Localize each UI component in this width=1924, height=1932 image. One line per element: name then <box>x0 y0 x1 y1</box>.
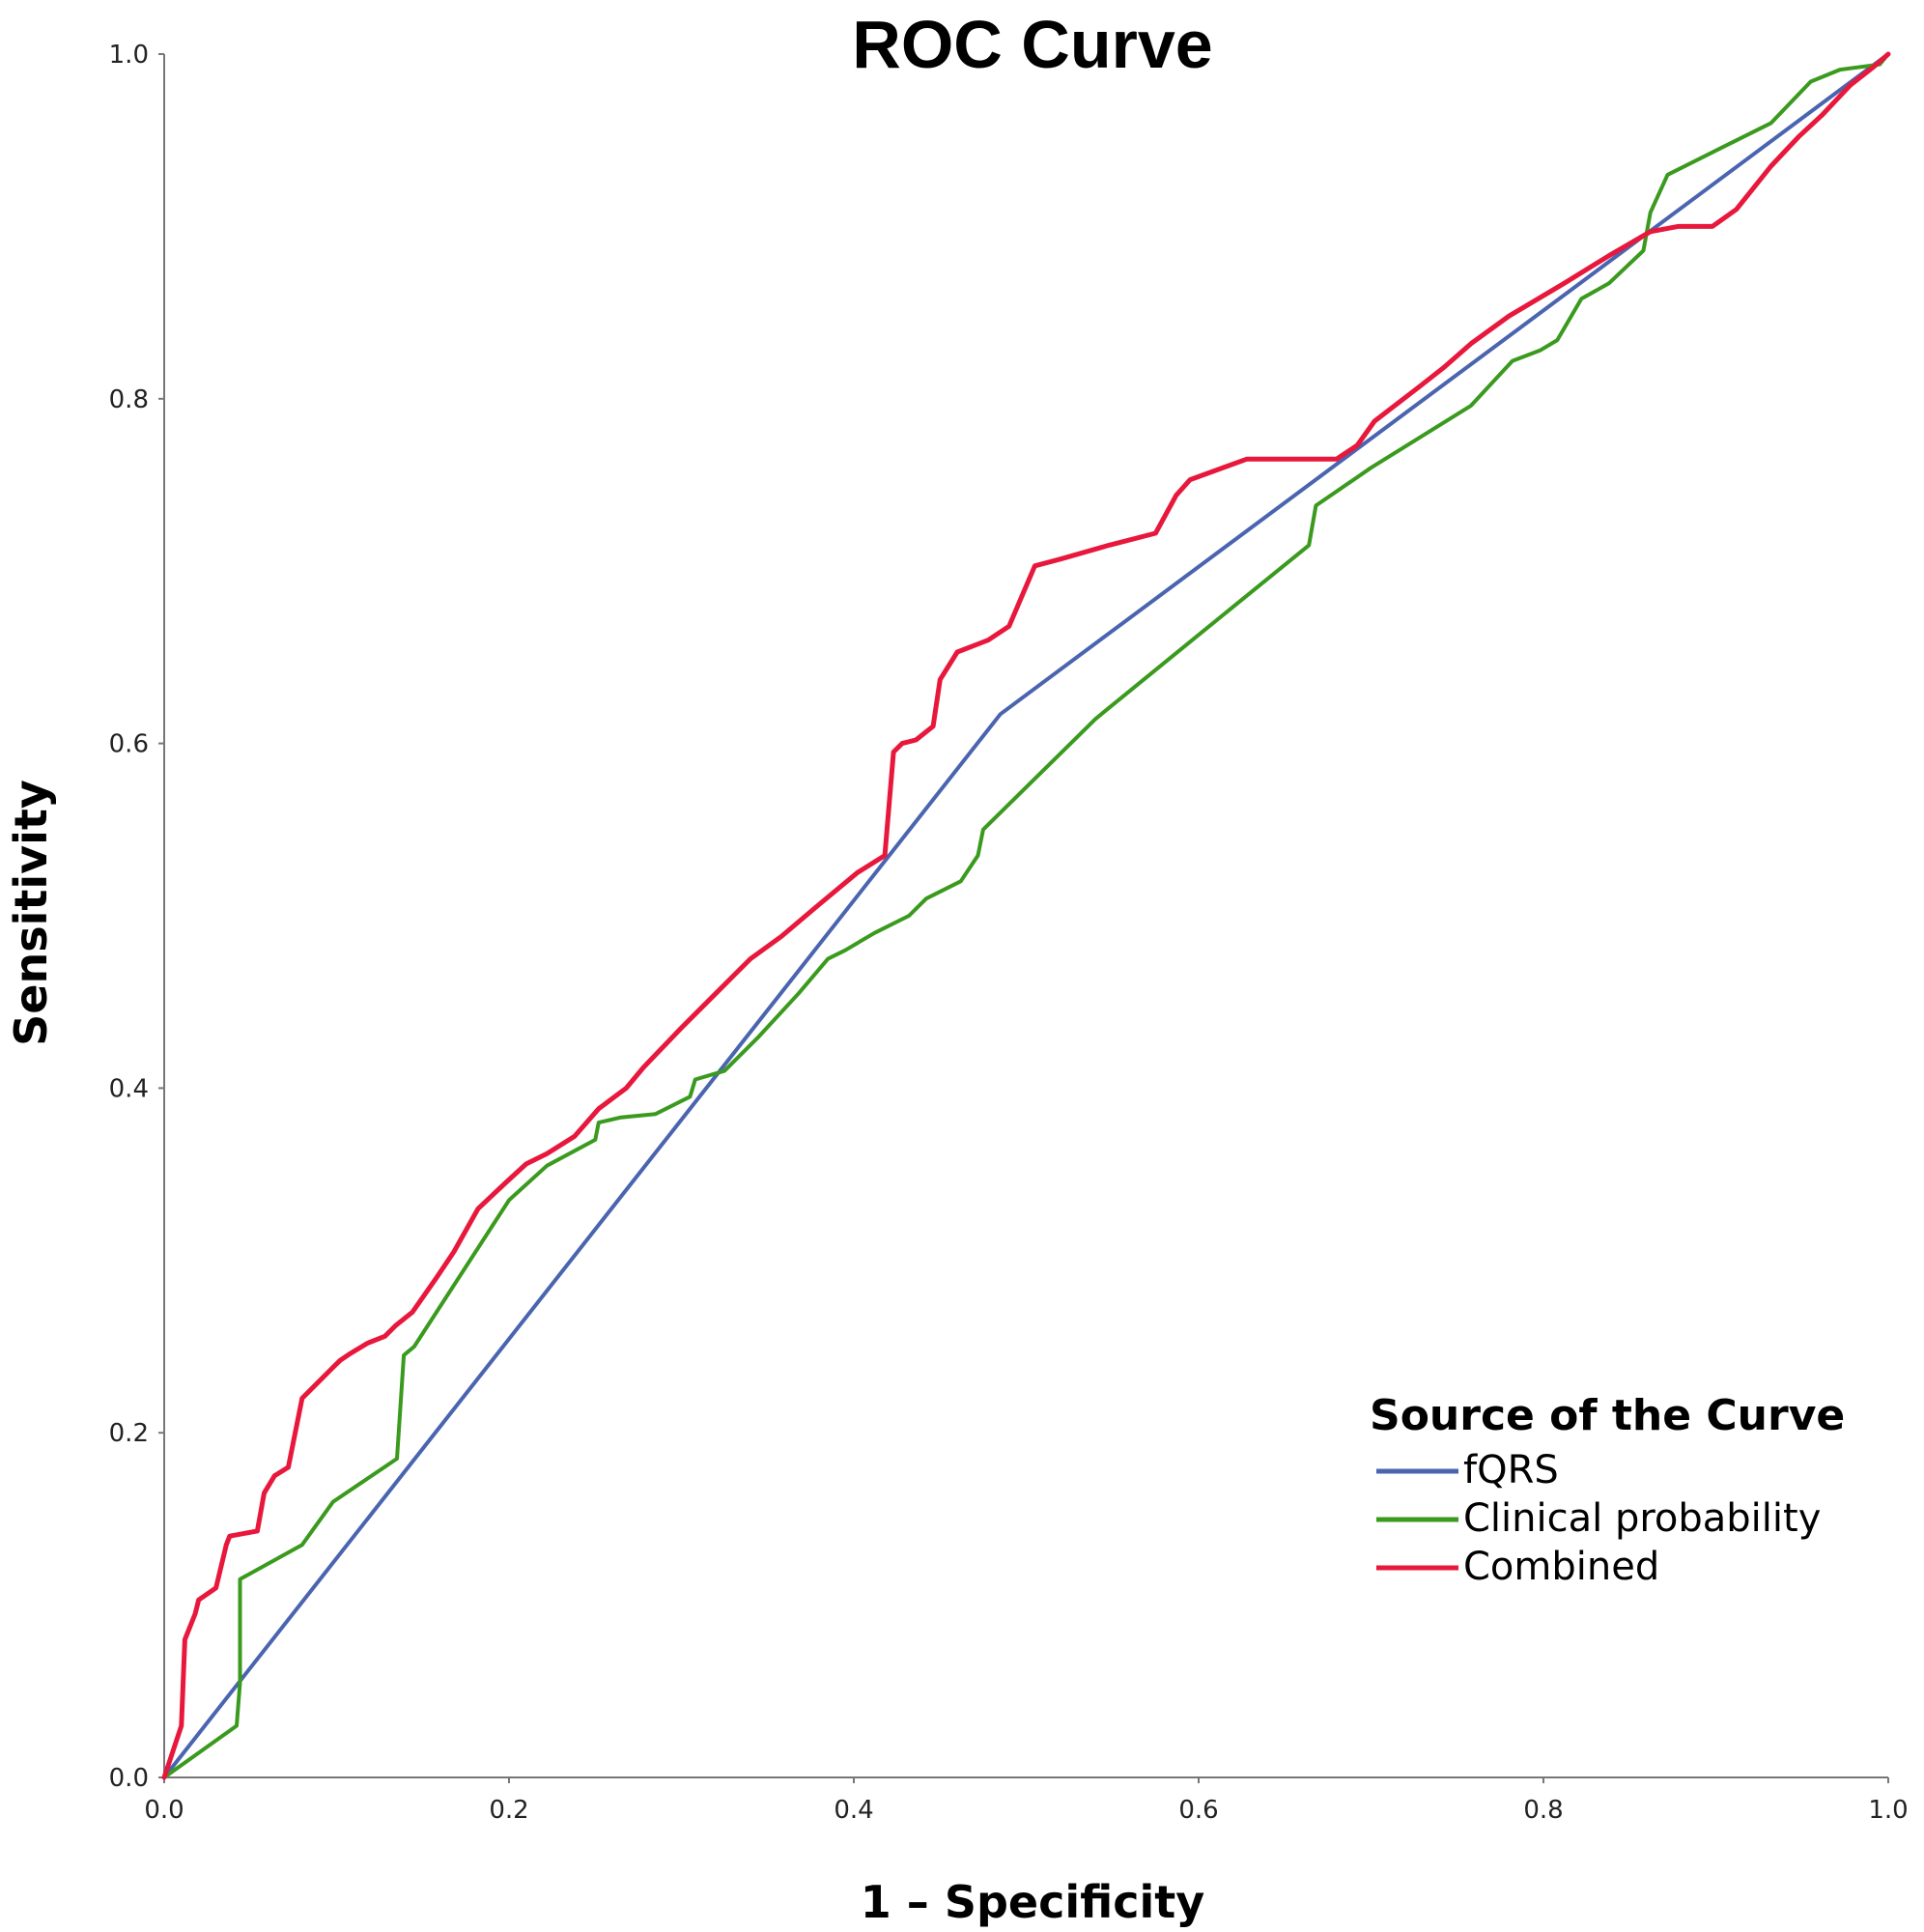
y-tick-label: 1.0 <box>109 41 149 70</box>
chart-title: ROC Curve <box>852 7 1212 82</box>
y-tick-label: 0.8 <box>109 385 149 414</box>
y-tick-label: 0.6 <box>109 730 149 759</box>
series-line-clinical-probability <box>162 52 1890 1779</box>
x-axis-title: 1 – Specificity <box>861 1876 1204 1928</box>
x-tick-label: 0.8 <box>1523 1796 1563 1825</box>
y-tick-label: 0.2 <box>109 1419 149 1448</box>
legend-label-clinical-probability: Clinical probability <box>1463 1496 1821 1541</box>
legend-title: Source of the Curve <box>1370 1391 1845 1440</box>
plot-area <box>163 54 1888 1778</box>
x-tick-labels: 0.0 0.2 0.4 0.6 0.8 1.0 <box>144 1777 1909 1825</box>
series-line-fqrs <box>162 52 1890 1779</box>
x-tick-label: 0.6 <box>1178 1796 1218 1825</box>
legend-label-fqrs: fQRS <box>1463 1448 1559 1492</box>
y-tick-label: 0.0 <box>109 1764 149 1793</box>
x-tick-label: 1.0 <box>1868 1796 1908 1825</box>
y-axis-title: Sensitivity <box>5 780 57 1046</box>
x-tick-label: 0.0 <box>144 1796 184 1825</box>
x-tick-label: 0.4 <box>834 1796 873 1825</box>
series-lines <box>161 51 1891 1780</box>
x-tick-label: 0.2 <box>489 1796 528 1825</box>
series-line-combined <box>161 51 1891 1780</box>
y-tick-label: 0.4 <box>109 1074 149 1103</box>
y-tick-labels: 0.0 0.2 0.4 0.6 0.8 1.0 <box>109 41 164 1793</box>
legend-label-combined: Combined <box>1463 1545 1659 1589</box>
